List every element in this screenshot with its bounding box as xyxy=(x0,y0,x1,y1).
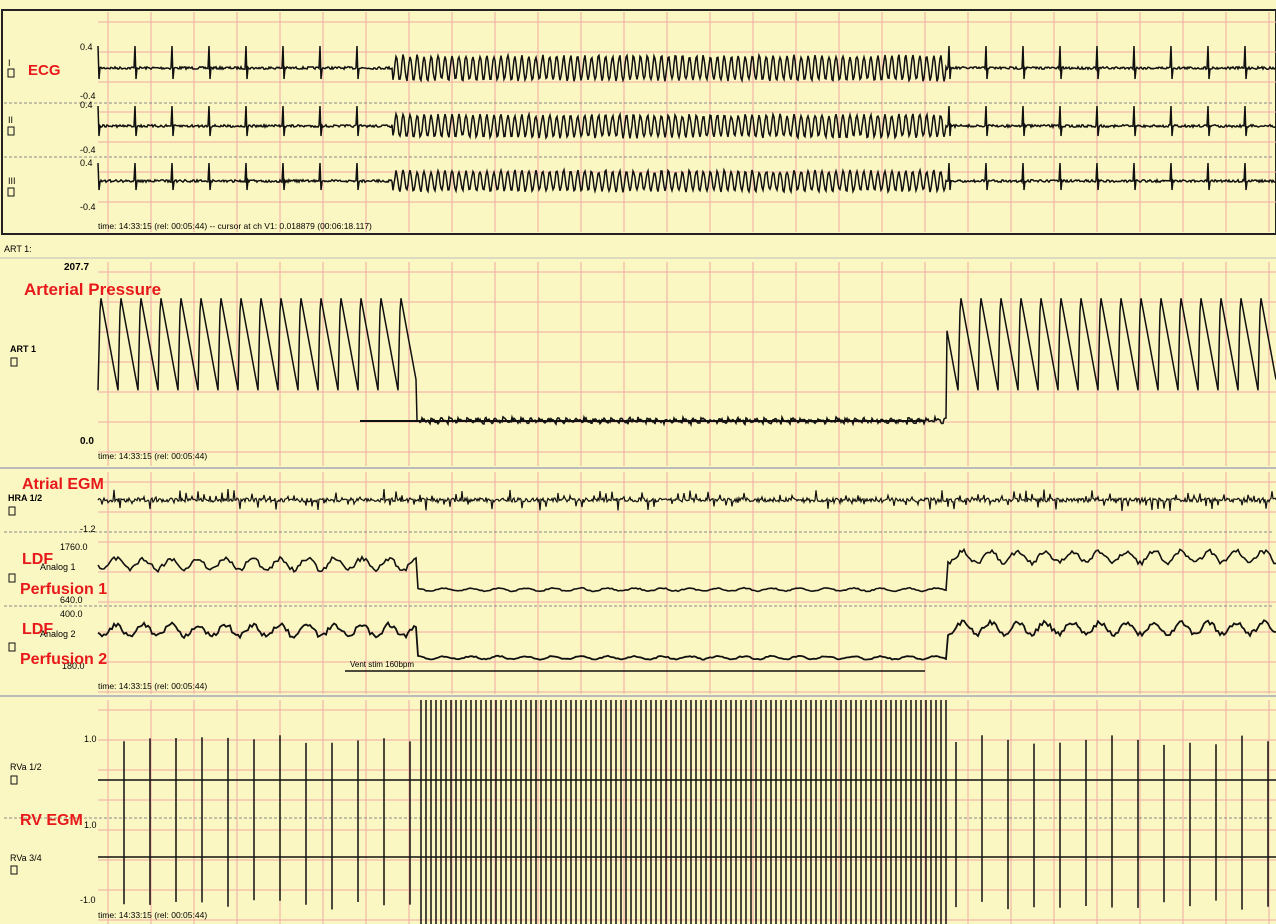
channel-checkbox[interactable] xyxy=(10,357,18,367)
overlay-labels: ECG Arterial Pressure Atrial EGM LDF Per… xyxy=(20,62,161,829)
arterial-time-text: time: 14:33:15 (rel: 00:05:44) xyxy=(98,451,207,461)
hra-ybottom: -1.2 xyxy=(80,524,96,534)
rv-ch2-name: RVa 3/4 xyxy=(10,853,42,863)
ecg-lead-i-name: I xyxy=(8,58,11,68)
ecg-overlay-label: ECG xyxy=(28,62,61,79)
arterial-panel: ART 1: 207.7 0.0 ART 1 time: 14:33:15 (r… xyxy=(0,244,1276,469)
analog1-channel-name: Analog 1 xyxy=(40,562,76,572)
atrial-ldf-grid xyxy=(98,472,1276,694)
rv-ch2-ybottom: -1.0 xyxy=(80,895,96,905)
ecg-lead-ii-trace xyxy=(97,105,1276,141)
ecg-lead-ii-ytop: 0.4 xyxy=(80,100,93,110)
rv-ch1-ytop: 1.0 xyxy=(84,734,97,744)
rv-panel: 1.0 RVa 1/2 1.0 RVa 3/4 -1.0 time: 14:33… xyxy=(4,700,1276,924)
channel-checkbox[interactable] xyxy=(8,506,16,516)
ldf1-overlay-label-line1: LDF xyxy=(22,551,53,568)
channel-checkbox[interactable] xyxy=(8,573,16,583)
ldf2-overlay-label-line2: Perfusion 2 xyxy=(20,651,107,668)
rv-overlay-label: RV EGM xyxy=(20,812,83,829)
ecg-lead-iii-trace xyxy=(97,162,1276,195)
rv-spike-trace xyxy=(123,700,1269,924)
stim-label: Vent stim 160bpm xyxy=(350,660,414,669)
ecg-lead-iii-name: III xyxy=(8,176,16,186)
analog1-ytop: 1760.0 xyxy=(60,542,88,552)
ecg-lead-iii-ytop: 0.4 xyxy=(80,158,93,168)
analog2-ytop: 400.0 xyxy=(60,609,83,619)
rv-time-text: time: 14:33:15 (rel: 00:05:44) xyxy=(98,910,207,920)
ecg-lead-ii-ybottom: -0.4 xyxy=(80,145,96,155)
ecg-panel: I 0.4 -0.4 II 0.4 -0.4 III 0.4 -0.4 time… xyxy=(1,9,1276,235)
rv-ch1-name: RVa 1/2 xyxy=(10,762,42,772)
channel-checkbox[interactable] xyxy=(7,126,15,136)
channel-checkbox[interactable] xyxy=(8,642,16,652)
ecg-lead-iii-ybottom: -0.4 xyxy=(80,202,96,212)
analog2-channel-name: Analog 2 xyxy=(40,629,76,639)
channel-checkbox[interactable] xyxy=(10,865,18,875)
atrial-ldf-panel: HRA 1/2 -1.2 1760.0 Analog 1 640.0 400.0… xyxy=(0,472,1276,697)
mid-time-text: time: 14:33:15 (rel: 00:05:44) xyxy=(98,681,207,691)
ecg-lead-ii-name: II xyxy=(8,115,13,125)
channel-checkbox[interactable] xyxy=(7,187,15,197)
analog2-trace xyxy=(97,618,1276,661)
channel-checkbox[interactable] xyxy=(10,775,18,785)
ldf2-overlay-label-line1: LDF xyxy=(22,621,53,638)
atrial-overlay-label: Atrial EGM xyxy=(22,476,104,493)
arterial-ytop: 207.7 xyxy=(64,262,89,273)
arterial-channel-name: ART 1 xyxy=(10,344,36,354)
arterial-ybottom: 0.0 xyxy=(80,436,94,447)
ecg-lead-i-ytop: 0.4 xyxy=(80,42,93,52)
rv-traces xyxy=(98,700,1276,924)
hra-channel-name: HRA 1/2 xyxy=(8,493,42,503)
hra-trace xyxy=(97,488,1276,511)
arterial-overlay-label: Arterial Pressure xyxy=(24,280,161,299)
ecg-lead-i-trace xyxy=(97,45,1276,84)
rv-ch2-ytop: 1.0 xyxy=(84,820,97,830)
analog2-ybottom: 180.0 xyxy=(62,661,85,671)
ldf1-overlay-label-line2: Perfusion 1 xyxy=(20,581,107,598)
analog1-ybottom: 640.0 xyxy=(60,595,83,605)
rv-grid xyxy=(98,700,1276,924)
ecg-grid xyxy=(98,12,1276,232)
channel-checkbox[interactable] xyxy=(7,68,15,78)
analog1-trace xyxy=(97,547,1276,593)
arterial-header: ART 1: xyxy=(4,244,32,254)
ecg-lead-i-ybottom: -0.4 xyxy=(80,91,96,101)
ecg-time-text: time: 14:33:15 (rel: 00:05:44) -- cursor… xyxy=(98,221,372,231)
